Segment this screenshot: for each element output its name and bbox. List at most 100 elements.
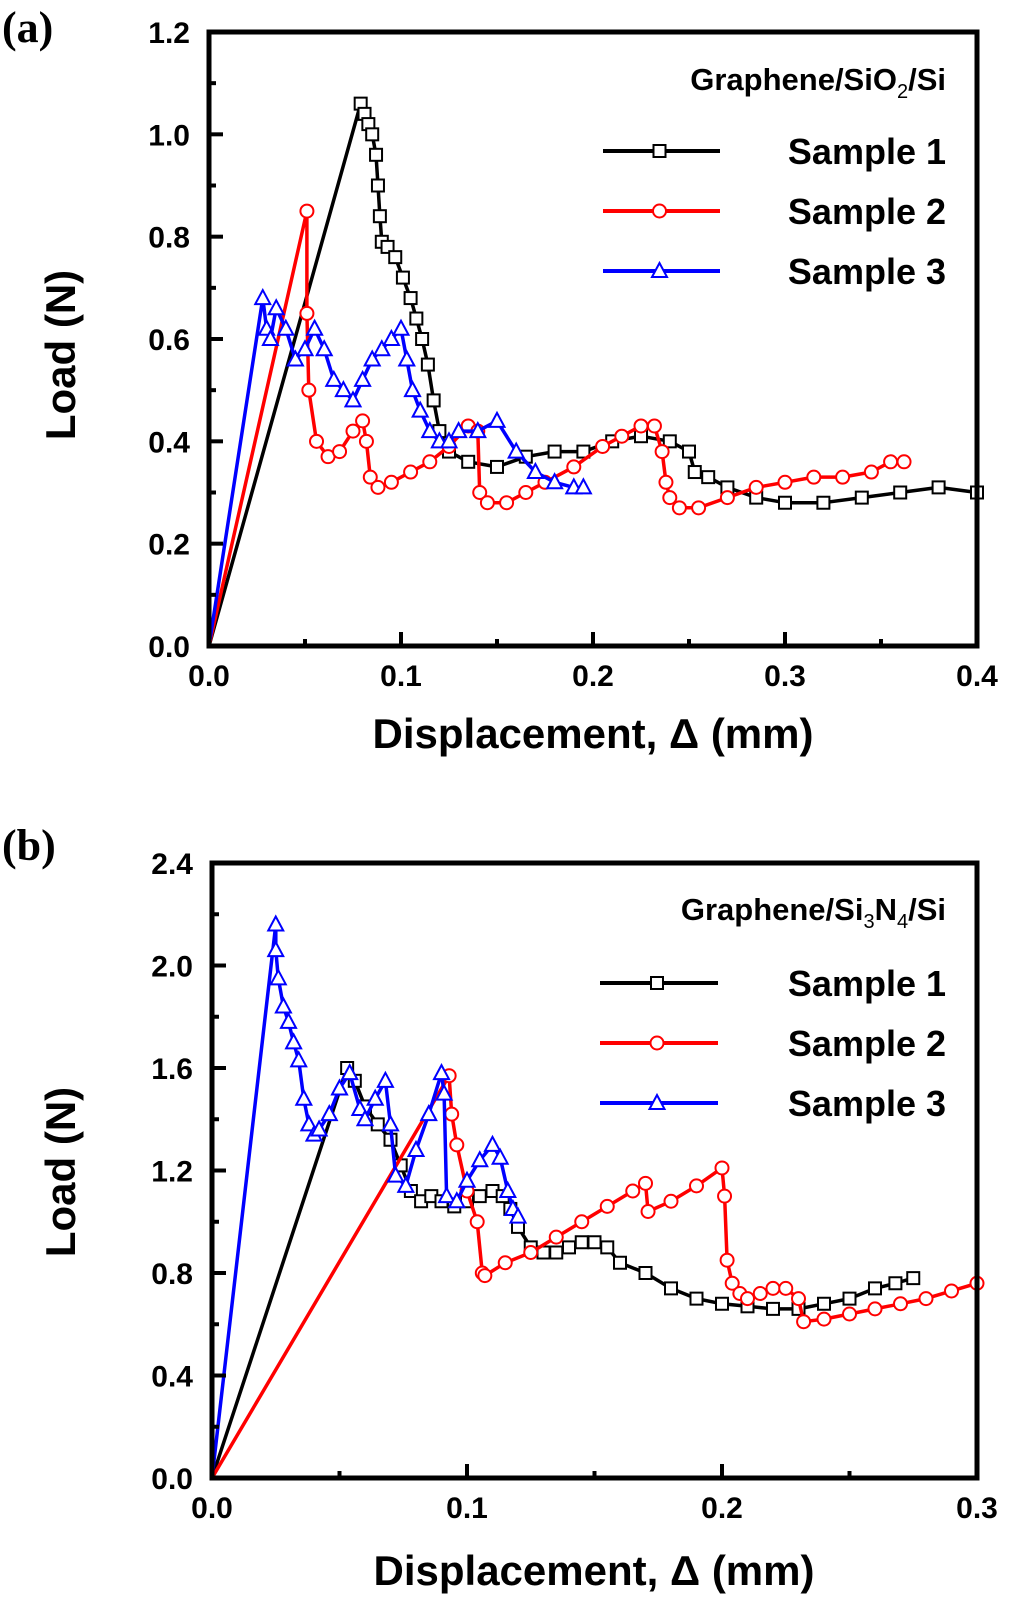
data-point <box>461 454 476 469</box>
data-point <box>295 339 315 357</box>
data-point <box>332 444 348 460</box>
legend-label: Sample 3 <box>788 1083 946 1124</box>
data-point <box>472 1189 487 1204</box>
data-point <box>309 1119 329 1137</box>
data-point <box>487 410 507 428</box>
data-point <box>479 495 495 511</box>
data-point <box>719 490 735 506</box>
series-group-b <box>210 914 985 1479</box>
data-point <box>566 459 582 475</box>
x-axis-title-a: Displacement, Δ (mm) <box>373 710 814 757</box>
data-point <box>382 328 401 346</box>
data-point <box>309 433 325 449</box>
data-point <box>415 332 430 346</box>
data-point <box>286 349 305 367</box>
data-point <box>613 1255 627 1270</box>
panel-label-b: (b) <box>2 821 56 870</box>
series-group-a <box>207 96 984 647</box>
data-point <box>305 318 324 336</box>
data-point <box>562 1240 576 1255</box>
legend-item-3: Sample 3 <box>600 1083 946 1124</box>
data-point <box>355 1109 375 1127</box>
data-point <box>419 1104 438 1122</box>
legend-marker <box>650 260 669 278</box>
data-point <box>483 1134 502 1152</box>
data-point <box>444 1106 460 1122</box>
legend-title-tail-a: /Si <box>908 62 946 97</box>
legend-title-main-a: Graphene/SiO <box>690 62 897 97</box>
data-point <box>689 1291 704 1306</box>
data-point <box>324 369 343 387</box>
data-point <box>893 1296 908 1312</box>
data-point <box>508 1206 528 1224</box>
data-point <box>791 1291 806 1307</box>
data-point <box>816 1311 832 1327</box>
y-tick-label: 0.8 <box>148 222 190 255</box>
data-point <box>439 431 459 449</box>
data-point <box>490 1147 510 1165</box>
data-point <box>406 1139 426 1157</box>
data-point <box>299 305 315 321</box>
data-point <box>299 1114 319 1132</box>
data-point <box>595 438 611 454</box>
data-point <box>284 1032 303 1050</box>
data-point <box>497 1255 513 1271</box>
data-point <box>449 420 468 439</box>
data-point <box>432 1063 451 1081</box>
data-point <box>658 474 674 490</box>
data-point <box>396 1175 415 1193</box>
y-tick-label: 2.0 <box>151 951 193 984</box>
data-point <box>518 485 534 500</box>
legend-title-sub2-b: 4 <box>897 911 908 933</box>
data-point <box>600 1240 615 1255</box>
data-point <box>944 1283 959 1299</box>
data-point <box>896 454 912 470</box>
data-point <box>640 1204 656 1219</box>
series-line-3 <box>207 296 584 647</box>
legend-item-1: Sample 1 <box>603 131 946 172</box>
plot-frame-b <box>209 860 980 1481</box>
legend-items-b: Sample 1 Sample 2 Sample 3 <box>600 963 946 1124</box>
ticks-a: 0.0 0.1 0.2 0.3 0.4 0.0 0.2 0.4 0.6 0.8 1.0 1.2 <box>148 17 998 693</box>
data-point <box>835 469 851 485</box>
data-point <box>269 968 288 986</box>
data-point <box>662 490 678 506</box>
data-point <box>468 420 487 439</box>
data-point <box>499 495 515 511</box>
data-point <box>625 1183 641 1199</box>
data-point <box>366 1088 385 1106</box>
data-point <box>411 400 430 418</box>
legend-marker <box>649 1035 665 1051</box>
data-point <box>267 298 286 316</box>
data-point <box>574 1214 590 1230</box>
data-point <box>778 1280 794 1296</box>
data-point <box>330 1078 349 1096</box>
x-tick-label: 0.3 <box>764 660 806 693</box>
data-point <box>687 465 702 480</box>
data-point <box>370 479 386 495</box>
data-point <box>457 1170 477 1188</box>
x-tick-label: 0.4 <box>956 660 998 693</box>
data-point <box>715 1296 729 1311</box>
data-point <box>449 1137 465 1153</box>
data-point <box>816 495 831 510</box>
data-point <box>893 485 908 500</box>
data-point <box>796 1314 812 1330</box>
data-point <box>420 357 435 372</box>
data-point <box>334 380 353 398</box>
legend-title-sub-a: 2 <box>897 81 908 103</box>
data-point <box>662 434 677 449</box>
legend-title-a: Graphene/SiO2/Si <box>690 62 946 103</box>
legend-label: Sample 2 <box>788 1023 946 1064</box>
y-tick-label: 1.6 <box>151 1053 193 1086</box>
data-point <box>470 1150 489 1168</box>
data-point <box>906 1271 921 1286</box>
x-tick-label: 0.0 <box>188 660 230 693</box>
data-point <box>806 469 822 485</box>
data-point <box>547 444 562 459</box>
legend-title-b: Graphene/Si3N4/Si <box>681 892 946 933</box>
data-point <box>766 1301 780 1316</box>
legend-title-mid-b: N <box>875 892 897 927</box>
